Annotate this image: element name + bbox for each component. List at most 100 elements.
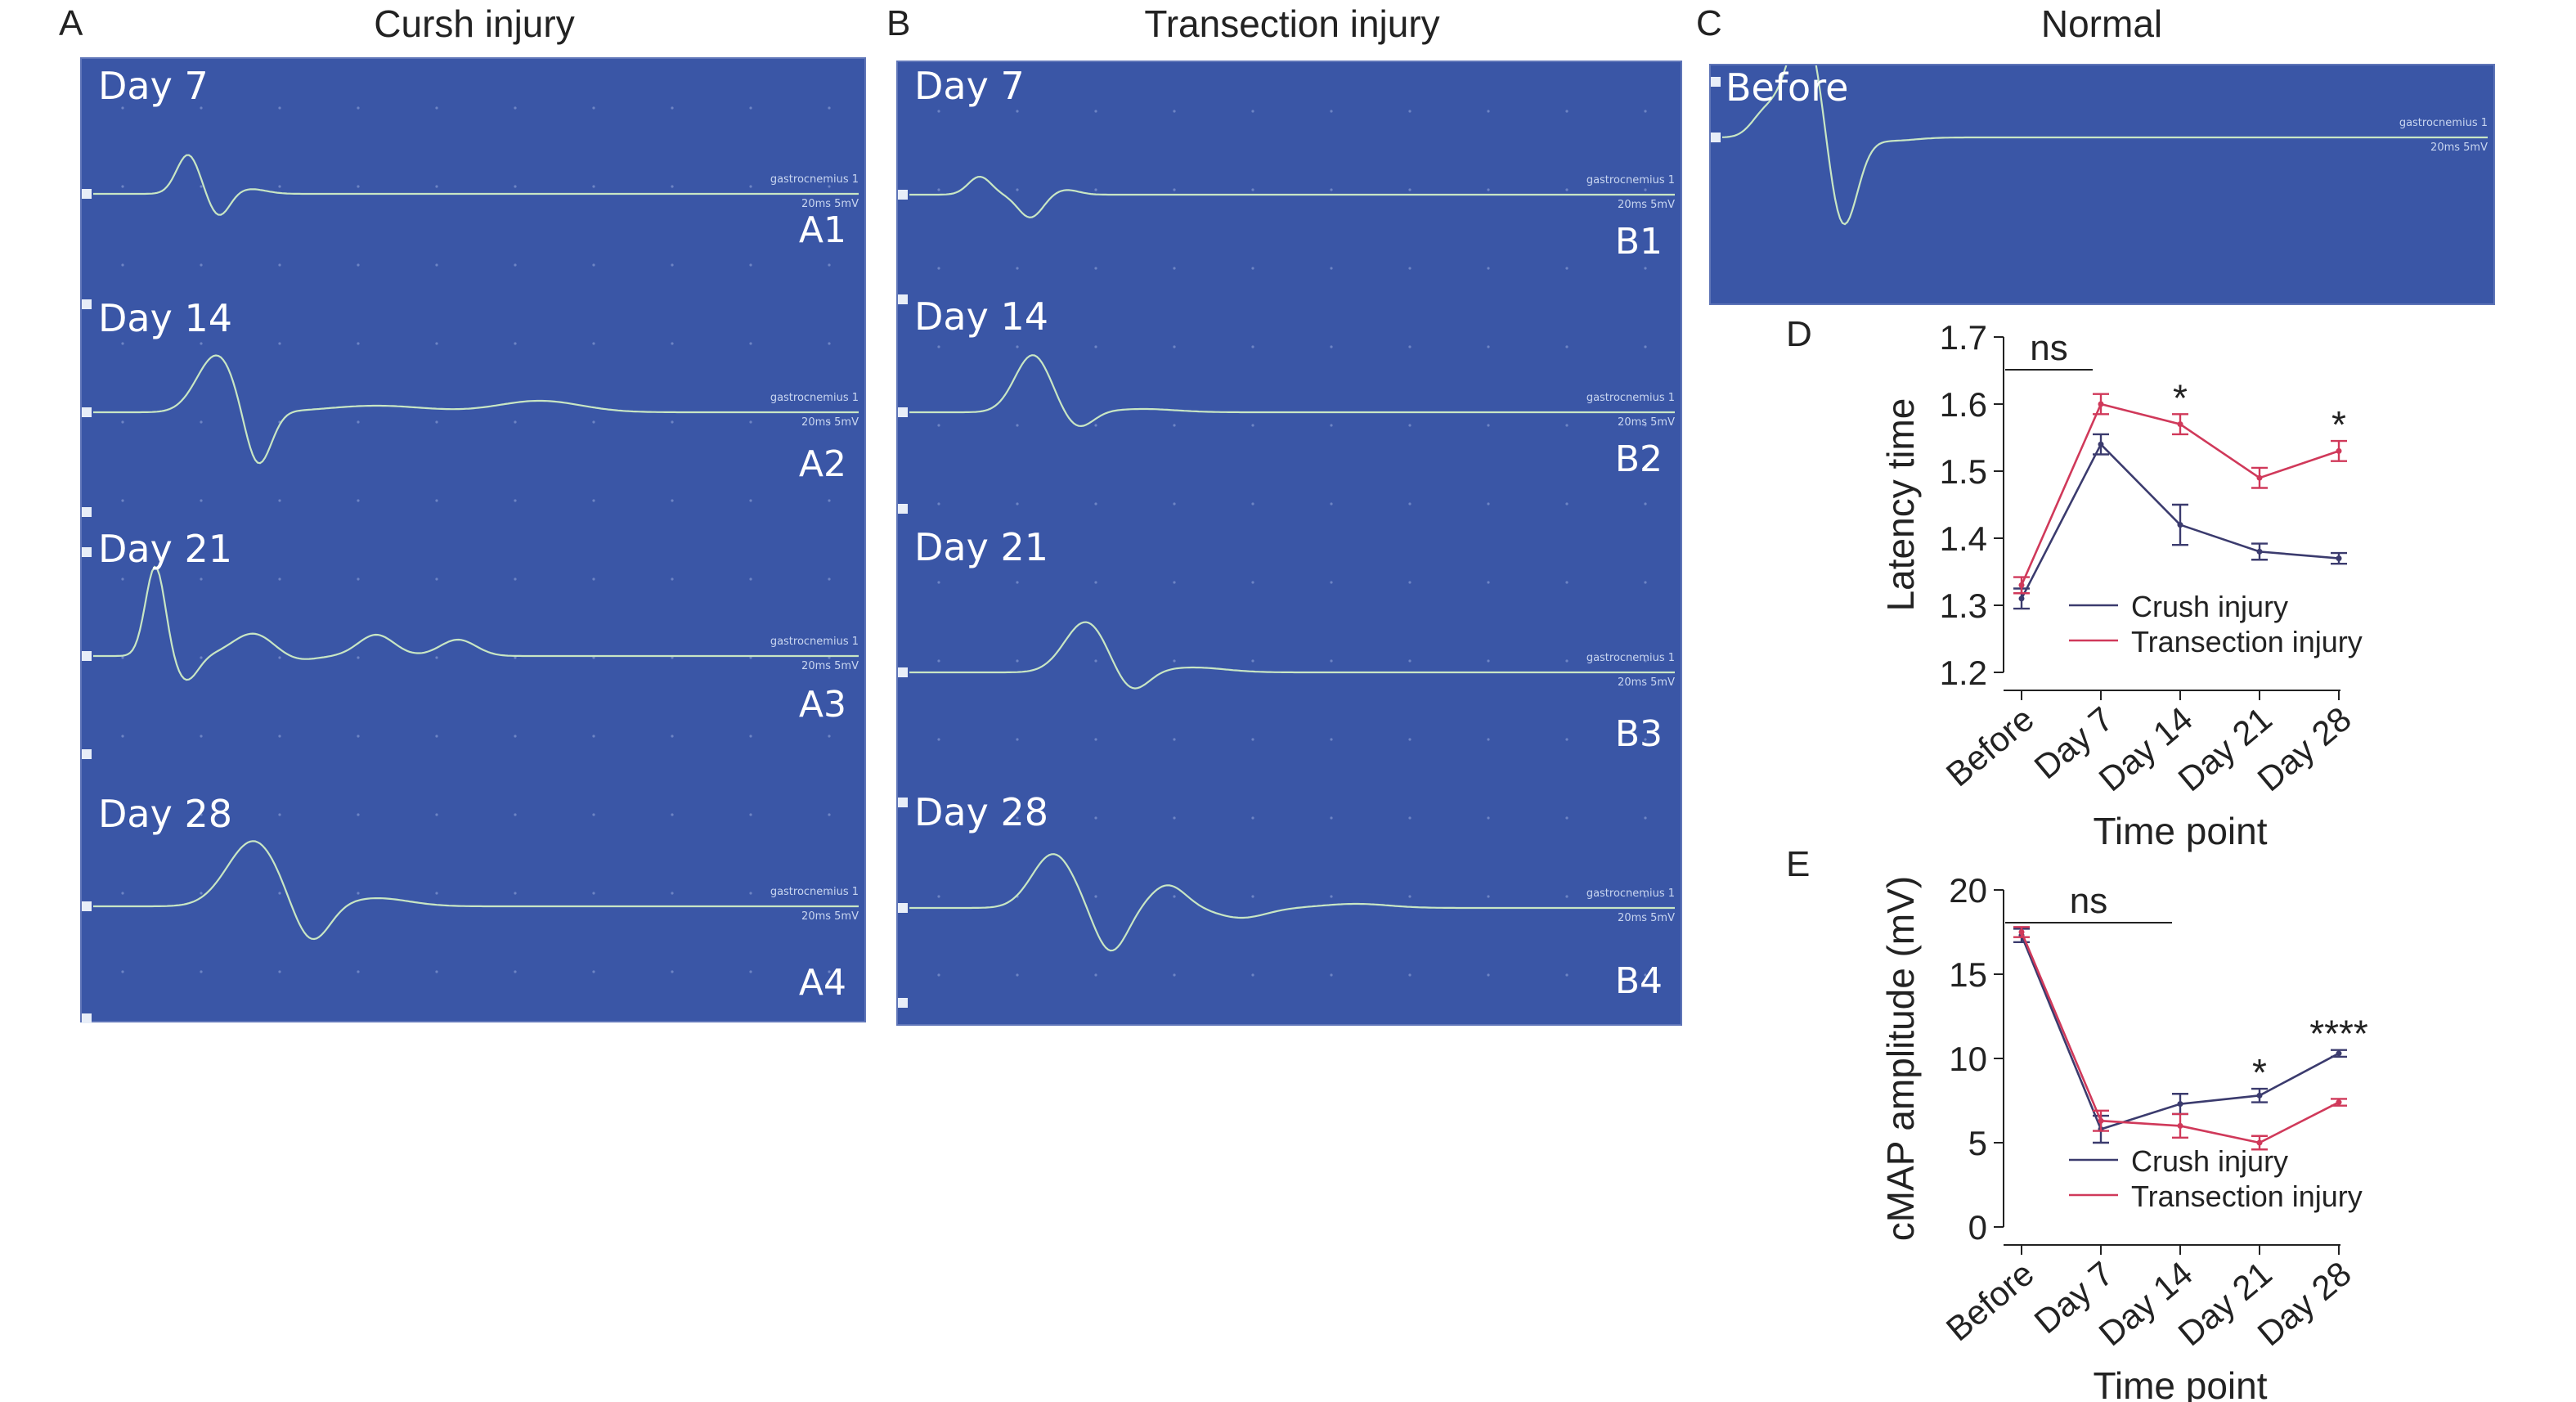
grid-dot [1173,424,1176,427]
crush-trace-label: A4 [798,962,846,1004]
grid-dot [1487,502,1490,506]
grid-dot [1016,502,1019,506]
grid-dot [1094,895,1097,898]
x-tick-label: Before [1939,699,2041,794]
transection-day28-trace [909,853,1675,952]
grid-dot [435,577,438,581]
grid-dot [1330,816,1333,820]
grid-dot [828,813,831,816]
grid-dot [121,577,124,581]
panel-c-letter: C [1696,3,1722,43]
grid-dot [1251,188,1254,191]
grid-dot [937,581,940,584]
crush-day21-trace [93,565,859,681]
grid-dot [671,656,674,659]
crush-emg-panel: gastrocnemius 1 20ms 5mV gastrocnemius 1 20… [80,57,866,1023]
grid-dot [514,106,517,110]
grid-dot [514,263,517,267]
grid-dot [1487,973,1490,977]
grid-dot [828,656,831,659]
grid-dot [357,185,360,188]
data-point [2098,441,2104,447]
grid-dot [200,342,203,345]
grid-dot [1330,110,1333,113]
trace-scale-caption: 20ms 5mV [1618,416,1675,429]
grid-dot [1251,816,1254,820]
baseline-marker [898,667,908,677]
panel-b-letter: B [886,3,911,43]
grid-dot [1487,267,1490,270]
grid-dot [828,342,831,345]
x-tick-label: Before [1939,1254,2041,1349]
grid-dot [357,892,360,895]
grid-dot [1330,188,1333,191]
significance-label: * [2173,376,2188,419]
data-point [2177,1122,2183,1129]
grid-dot [937,188,940,191]
grid-dot [1487,345,1490,348]
grid-dot [278,735,281,738]
grid-dot [514,420,517,424]
data-point [2336,1050,2342,1057]
transection-day-label: Day 14 [914,294,1048,339]
grid-dot [1408,738,1411,741]
grid-dot [592,499,595,502]
grid-dot [1330,424,1333,427]
grid-dot [937,267,940,270]
grid-dot [1251,424,1254,427]
y-tick-label: 1.7 [1940,318,1987,357]
grid-dot [1016,738,1019,741]
grid-dot [1487,110,1490,113]
baseline-marker [898,407,908,417]
crush-day28-trace [93,840,859,941]
grid-dot [1644,424,1647,427]
grid-dot [592,420,595,424]
data-point [2336,555,2342,562]
grid-dot [514,342,517,345]
grid-dot [1408,581,1411,584]
grid-dot [828,735,831,738]
trace-scale-caption: 20ms 5mV [1618,912,1675,924]
grid-dot [937,502,940,506]
y-tick-label: 1.2 [1940,654,1987,692]
grid-dot [1644,110,1647,113]
grid-dot [592,970,595,973]
grid-dot [435,499,438,502]
grid-dot [357,656,360,659]
grid-dot [937,345,940,348]
grid-dot [278,106,281,110]
baseline-marker [82,651,92,661]
grid-dot [514,499,517,502]
grid-dot [937,816,940,820]
grid-dot [749,263,752,267]
grid-dot [200,263,203,267]
grid-dot [937,738,940,741]
trace-scale-caption: 20ms 5mV [801,910,859,923]
grid-dot [200,735,203,738]
grid-dot [749,970,752,973]
panel-c-title: Normal [2040,2,2163,45]
data-point [2098,1117,2104,1124]
grid-dot [1094,110,1097,113]
grid-dot [1330,581,1333,584]
grid-dot [1251,659,1254,663]
grid-dot [1408,345,1411,348]
grid-dot [1173,973,1176,977]
transection-day-label: Day 28 [914,790,1048,834]
grid-dot [1173,895,1176,898]
grid-dot [357,970,360,973]
grid-dot [200,892,203,895]
crush-day7-trace [93,154,859,216]
x-axis-title: Time point [2093,1364,2267,1402]
grid-dot [121,813,124,816]
baseline-marker [1711,77,1721,87]
y-axis-title: Latency time [1879,398,1922,612]
grid-dot [1644,345,1647,348]
grid-dot [1408,659,1411,663]
transection-day7-trace [909,175,1675,218]
grid-dot [200,420,203,424]
grid-dot [1173,267,1176,270]
baseline-marker [898,190,908,200]
legend-label: Transection injury [2131,1180,2363,1213]
